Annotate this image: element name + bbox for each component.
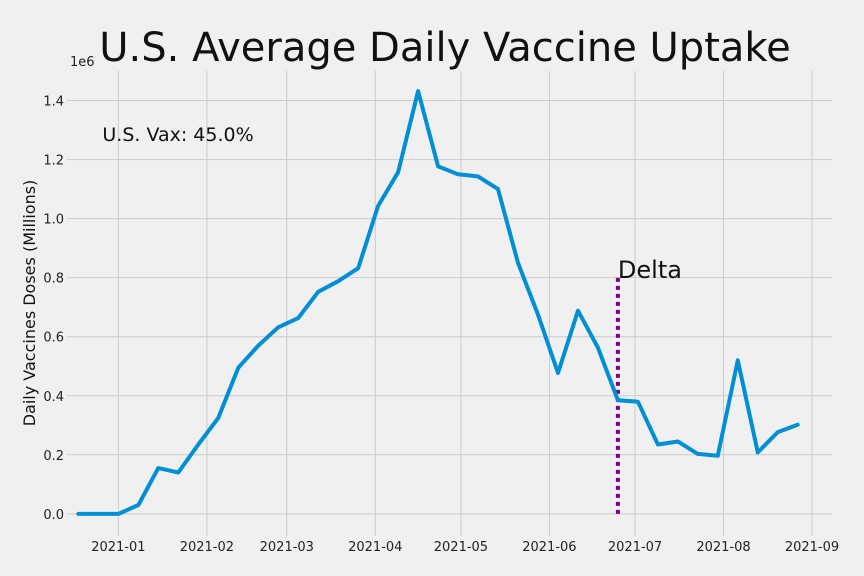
- y-tick-label: 0.6: [43, 331, 64, 346]
- y-offset-label: 1e6: [70, 55, 95, 70]
- y-tick-label: 1.0: [43, 213, 64, 228]
- y-tick-label: 1.4: [43, 95, 64, 110]
- x-tick-labels: 2021-01 2021-02 2021-03 2021-04 2021-05 2021-…: [91, 540, 839, 555]
- y-tick-label: 1.2: [43, 154, 64, 169]
- x-tick-label: 2021-02: [180, 540, 234, 555]
- x-tick-label: 2021-03: [260, 540, 314, 555]
- x-tick-label: 2021-07: [608, 540, 662, 555]
- x-tick-label: 2021-05: [434, 540, 488, 555]
- annotation-layer: U.S. Vax: 45.0% Delta: [102, 124, 682, 284]
- grid-lines: [67, 71, 832, 536]
- y-tick-label: 0.2: [43, 449, 64, 464]
- x-tick-label: 2021-01: [91, 540, 145, 555]
- chart-title: U.S. Average Daily Vaccine Uptake: [99, 25, 790, 71]
- y-tick-label: 0.8: [43, 272, 64, 287]
- y-axis-label: Daily Vaccines Doses (Millions): [20, 180, 39, 427]
- x-tick-label: 2021-06: [522, 540, 576, 555]
- x-tick-label: 2021-09: [785, 540, 839, 555]
- delta-label: Delta: [618, 256, 682, 284]
- y-tick-labels: 0.0 0.2 0.4 0.6 0.8 1.0 1.2 1.4: [43, 95, 64, 523]
- y-tick-label: 0.0: [43, 508, 64, 523]
- x-tick-label: 2021-08: [696, 540, 750, 555]
- y-tick-label: 0.4: [43, 390, 64, 405]
- series-layer: [76, 89, 800, 516]
- vax-percentage-annotation: U.S. Vax: 45.0%: [102, 124, 253, 146]
- x-tick-label: 2021-04: [348, 540, 402, 555]
